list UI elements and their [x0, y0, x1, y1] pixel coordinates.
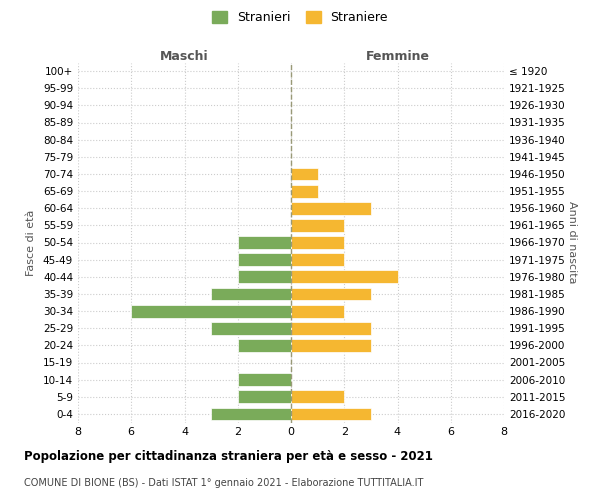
- Bar: [238, 270, 291, 283]
- Bar: [238, 253, 291, 266]
- Text: COMUNE DI BIONE (BS) - Dati ISTAT 1° gennaio 2021 - Elaborazione TUTTITALIA.IT: COMUNE DI BIONE (BS) - Dati ISTAT 1° gen…: [24, 478, 424, 488]
- Bar: [238, 236, 291, 249]
- Bar: [238, 339, 291, 352]
- Bar: [238, 390, 291, 403]
- Bar: [291, 408, 371, 420]
- Bar: [238, 373, 291, 386]
- Y-axis label: Anni di nascita: Anni di nascita: [567, 201, 577, 284]
- Legend: Stranieri, Straniere: Stranieri, Straniere: [207, 6, 393, 29]
- Bar: [291, 236, 344, 249]
- Bar: [291, 270, 398, 283]
- Bar: [211, 322, 291, 334]
- Bar: [291, 253, 344, 266]
- Text: Popolazione per cittadinanza straniera per età e sesso - 2021: Popolazione per cittadinanza straniera p…: [24, 450, 433, 463]
- Bar: [291, 304, 344, 318]
- Bar: [291, 288, 371, 300]
- Bar: [211, 288, 291, 300]
- Bar: [291, 322, 371, 334]
- Bar: [291, 390, 344, 403]
- Bar: [291, 184, 317, 198]
- Bar: [291, 202, 371, 214]
- Bar: [291, 168, 317, 180]
- Bar: [211, 408, 291, 420]
- Text: Maschi: Maschi: [160, 50, 209, 62]
- Bar: [131, 304, 291, 318]
- Bar: [291, 219, 344, 232]
- Y-axis label: Fasce di età: Fasce di età: [26, 210, 36, 276]
- Bar: [291, 339, 371, 352]
- Text: Femmine: Femmine: [365, 50, 430, 62]
